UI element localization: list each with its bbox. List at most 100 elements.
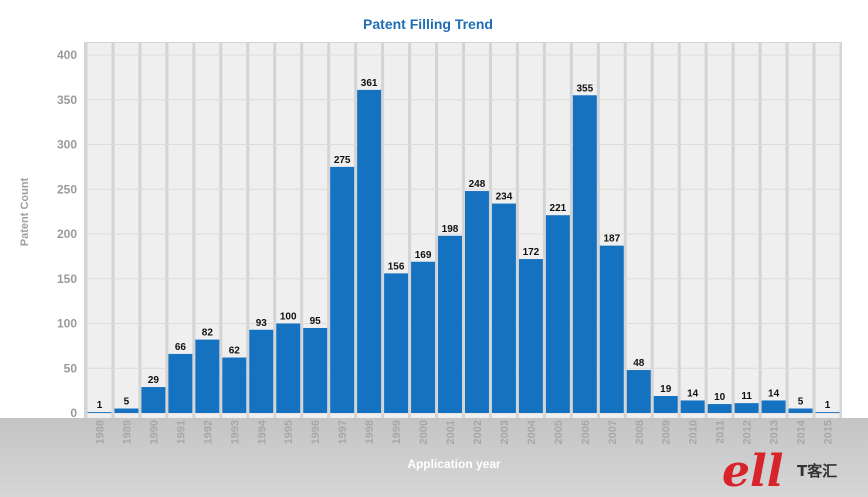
data-label: 355 [576,83,593,94]
data-label: 93 [256,318,268,329]
data-label: 48 [633,358,645,369]
data-label: 100 [280,312,297,323]
x-tick-label: 2008 [634,420,646,444]
y-tick-label: 0 [70,406,77,420]
bar [141,387,166,413]
bar [518,259,543,413]
x-axis-ticks: 1988 1989 1990 1991 1992 1993 1994 1995 1996 1997… [94,419,834,444]
y-tick-label: 50 [64,361,78,375]
x-tick-label: 2001 [445,420,457,444]
data-label: 62 [229,346,241,357]
bar [626,370,651,413]
bar [815,412,840,413]
bar [572,95,597,413]
column-bg [653,43,678,418]
bar [195,339,220,413]
y-tick-label: 200 [57,227,77,241]
column-bg [788,43,813,418]
data-label: 19 [660,384,672,395]
bar [734,403,759,413]
x-tick-label: 1994 [256,419,268,444]
bar [599,245,624,413]
x-tick-label: 2007 [607,420,619,444]
bar [114,408,139,413]
data-label: 82 [202,328,214,339]
column-bg [87,43,112,418]
data-label: 172 [523,247,540,258]
x-tick-label: 1990 [148,420,160,444]
x-tick-label: 1999 [391,420,403,444]
x-tick-label: 1998 [364,420,376,444]
bar [222,357,247,413]
x-tick-label: 2013 [769,420,781,444]
bars [87,89,840,414]
bar [411,261,436,413]
data-label: 5 [798,397,804,408]
x-tick-label: 1997 [337,420,349,444]
x-tick-label: 1991 [175,420,187,444]
data-label: 11 [741,391,752,402]
y-axis-ticks: 0 50 100 150 200 250 300 350 400 [57,48,77,420]
column-bg [734,43,759,418]
column-bg [249,43,274,418]
bar [384,273,409,413]
bar [87,412,112,413]
bar [680,400,705,413]
column-bg [680,43,705,418]
y-axis-label: Patent Count [19,177,31,246]
bar [653,396,678,413]
x-tick-label: 2012 [742,420,754,444]
data-label: 14 [687,388,699,399]
bar [249,329,274,413]
y-tick-label: 250 [57,182,77,196]
y-tick-label: 350 [57,93,77,107]
data-label: 221 [550,203,567,214]
data-label: 29 [148,375,160,386]
x-tick-label: 2014 [796,419,808,444]
bar [303,327,328,413]
x-tick-label: 2015 [823,420,835,444]
x-tick-label: 2004 [526,419,538,444]
bar [788,408,813,413]
bar [761,400,786,413]
watermark-logo: ell T客汇 [722,446,837,497]
column-bg [761,43,786,418]
watermark-logo-letters: ell [722,446,783,497]
column-bg [195,43,220,418]
data-label: 361 [361,78,378,89]
column-bg [815,43,840,418]
data-labels: 1 5 29 66 82 62 93 100 95 275 361 156 169 198 248 234 17… [97,78,831,411]
bar [168,353,193,413]
data-label: 66 [175,342,187,353]
data-label: 14 [768,388,780,399]
x-tick-label: 1992 [202,420,214,444]
x-tick-label: 2000 [418,420,430,444]
column-bg [168,43,193,418]
bar [491,203,516,413]
bar [545,215,570,413]
data-label: 248 [469,179,486,190]
column-bg [114,43,139,418]
watermark-text: T客汇 [797,462,837,480]
x-tick-label: 2009 [661,420,673,444]
bar [438,235,462,413]
data-label: 5 [124,397,130,408]
data-label: 156 [388,261,405,272]
data-label: 187 [603,234,620,245]
data-label: 234 [496,192,513,203]
y-tick-label: 400 [57,48,77,62]
column-bg [707,43,732,418]
data-label: 1 [97,400,103,411]
x-tick-label: 1995 [283,420,295,444]
x-tick-label: 2005 [553,420,565,444]
x-tick-label: 1996 [310,420,322,444]
data-label: 95 [310,316,322,327]
data-label: 198 [442,224,459,235]
bar [357,89,382,413]
x-tick-label: 1989 [121,420,133,444]
bar [707,404,732,413]
data-label: 1 [825,400,831,411]
x-tick-label: 2006 [580,420,592,444]
data-label: 10 [714,392,726,403]
x-tick-label: 2010 [688,420,700,444]
